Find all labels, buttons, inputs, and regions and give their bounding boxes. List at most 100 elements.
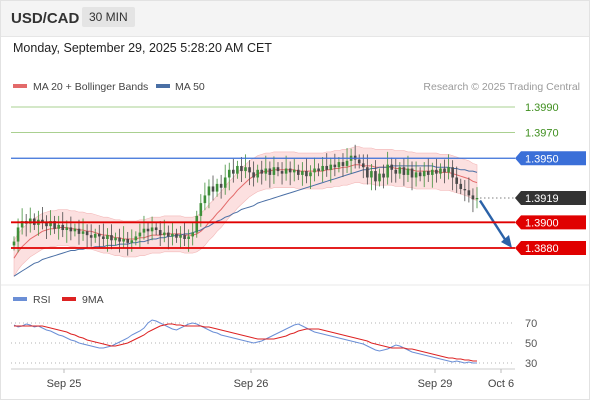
candle-body [154,227,158,231]
candle-body [183,235,186,239]
candle-body [414,172,418,178]
candle-body [57,224,60,229]
price-level-label-5: 1.3880 [525,243,559,255]
x-tick-label-2: Sep 29 [418,378,453,390]
candle-body [126,238,130,243]
rsi-legend-label: RSI [33,294,51,306]
candle-body [370,171,373,178]
price-level-tag-5 [515,240,586,255]
candle-body [337,162,341,168]
candle-body [85,231,89,236]
projection-arrow-head [501,234,512,248]
candle-body [199,203,203,216]
candle-body [236,165,239,174]
candle-body [451,167,454,178]
candle-body [410,168,414,178]
candle-body [244,167,247,172]
price-level-tag-3 [515,190,586,205]
candle-body [134,236,138,241]
candle-body [353,155,357,160]
price-level-tag-4 [515,215,586,230]
price-level-label-1: 1.3970 [525,128,559,140]
rsi-line [13,319,477,364]
candle-body [292,169,296,173]
candle-body [162,232,166,236]
source-credit: Research © 2025 Trading Central [423,81,580,93]
ma20-legend-label: MA 20 + Bollinger Bands [33,81,148,93]
candle-body [77,228,81,234]
candle-body [475,197,479,200]
candle-body [207,186,211,196]
candle-body [106,235,109,239]
candle-body [447,167,450,173]
candle-body [288,168,292,173]
candle-body [341,162,345,166]
candle-body [280,171,284,174]
candle-body [406,168,410,175]
candle-body [374,171,377,182]
candle-body [361,163,365,168]
candle-body [41,219,44,223]
price-level-label-2: 1.3950 [525,153,559,165]
timeframe-button[interactable]: 30 MIN [82,7,135,27]
candle-body [455,177,458,184]
candle-body [89,235,93,238]
candle-body [418,172,422,177]
candle-body [187,236,190,239]
candle-body [150,227,154,232]
candle-body [471,195,475,200]
candle-body [20,221,24,228]
candle-body [402,167,406,175]
candle-body [305,171,308,177]
candle-body [28,218,32,224]
candle-body [142,228,146,233]
price-level-label-3: 1.3919 [525,193,559,205]
x-tick-label-0: Sep 25 [47,378,82,390]
candle-body [12,241,16,246]
candle-body [138,232,142,237]
candle-body [45,222,48,227]
candle-body [398,167,402,174]
candle-body [130,240,134,243]
candle-body [215,183,219,192]
candle-body [93,233,97,238]
candle-body [114,237,117,241]
rsi-level-label-0: 70 [525,318,537,330]
candle-body [175,233,178,238]
candle-body [382,173,385,178]
candle-body [191,232,195,237]
candle-body [443,168,446,173]
candle-body [345,160,349,166]
candle-body [219,183,223,188]
candle-body [431,169,434,175]
candle-body [203,195,207,204]
candle-body [61,224,65,231]
candle-body [439,168,442,174]
candle-body [321,165,324,172]
candle-body [264,168,268,174]
candle-body [276,167,280,172]
date-line: Monday, September 29, 2025 5:28:20 AM CE… [13,41,272,55]
candle-body [211,186,215,192]
price-level-label-4: 1.3900 [525,217,559,229]
ma50-legend-swatch [156,84,170,88]
candle-body [467,190,471,196]
candle-body [329,164,333,170]
candle-body [390,164,394,170]
candle-body [260,169,264,174]
candle-body [158,230,162,236]
candle-body [459,183,463,190]
candle-body [53,221,56,229]
x-tick-label-3: Oct 6 [488,378,514,390]
candle-body [313,168,316,173]
candle-body [378,173,381,182]
candle-body [171,233,174,237]
candle-body [110,235,113,241]
candle-body [386,164,389,178]
rsi-legend-swatch [13,297,27,301]
rsi-level-label-2: 30 [525,358,537,370]
candle-body [268,168,272,175]
candle-body [317,168,320,172]
candle-body [195,215,199,233]
candle-body [167,232,170,237]
